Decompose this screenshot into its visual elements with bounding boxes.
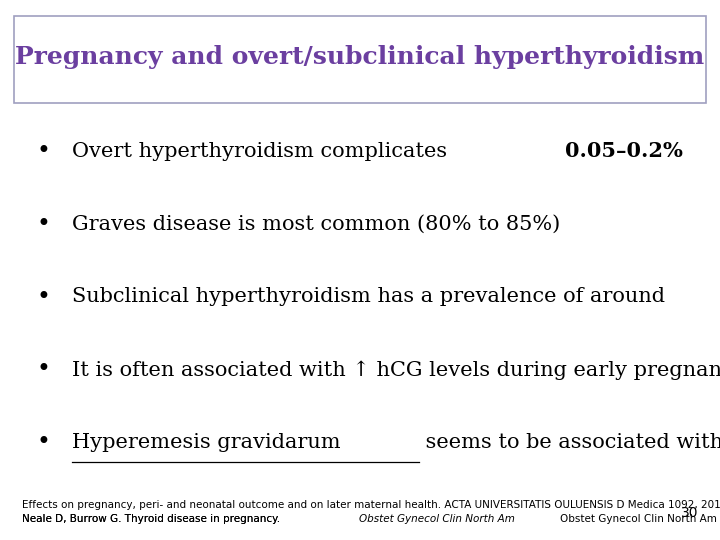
Text: 30: 30 <box>681 506 698 520</box>
Text: Effects on pregnancy, peri- and neonatal outcome and on later maternal health. A: Effects on pregnancy, peri- and neonatal… <box>22 500 720 510</box>
Text: Subclinical hyperthyroidism has a prevalence of around: Subclinical hyperthyroidism has a preval… <box>72 287 672 307</box>
Text: 0.05–0.2%: 0.05–0.2% <box>564 141 683 161</box>
Text: •: • <box>36 359 50 381</box>
Text: Neale D, Burrow G. Thyroid disease in pregnancy.: Neale D, Burrow G. Thyroid disease in pr… <box>22 515 283 524</box>
Text: Obstet Gynecol Clin North Am: Obstet Gynecol Clin North Am <box>359 515 515 524</box>
Text: •: • <box>36 140 50 163</box>
Text: •: • <box>36 286 50 308</box>
Text: Hyperemesis gravidarum: Hyperemesis gravidarum <box>72 433 341 453</box>
Text: •: • <box>36 213 50 235</box>
FancyBboxPatch shape <box>14 16 706 103</box>
Text: Overt hyperthyroidism complicates: Overt hyperthyroidism complicates <box>72 141 454 161</box>
Text: It is often associated with ↑ hCG levels during early pregnancy: It is often associated with ↑ hCG levels… <box>72 360 720 380</box>
Text: •: • <box>36 431 50 454</box>
Text: Graves disease is most common (80% to 85%): Graves disease is most common (80% to 85… <box>72 214 560 234</box>
Text: Pregnancy and overt/subclinical hyperthyroidism: Pregnancy and overt/subclinical hyperthy… <box>15 45 705 69</box>
Text: Neale D, Burrow G. Thyroid disease in pregnancy.: Neale D, Burrow G. Thyroid disease in pr… <box>22 515 283 524</box>
Text: of pregnancies: of pregnancies <box>716 141 720 161</box>
Text: Obstet Gynecol Clin North Am 2004;31(4):893-905, xi: Obstet Gynecol Clin North Am 2004;31(4):… <box>560 515 720 524</box>
Text: seems to be associated with SChyper: seems to be associated with SChyper <box>418 433 720 453</box>
